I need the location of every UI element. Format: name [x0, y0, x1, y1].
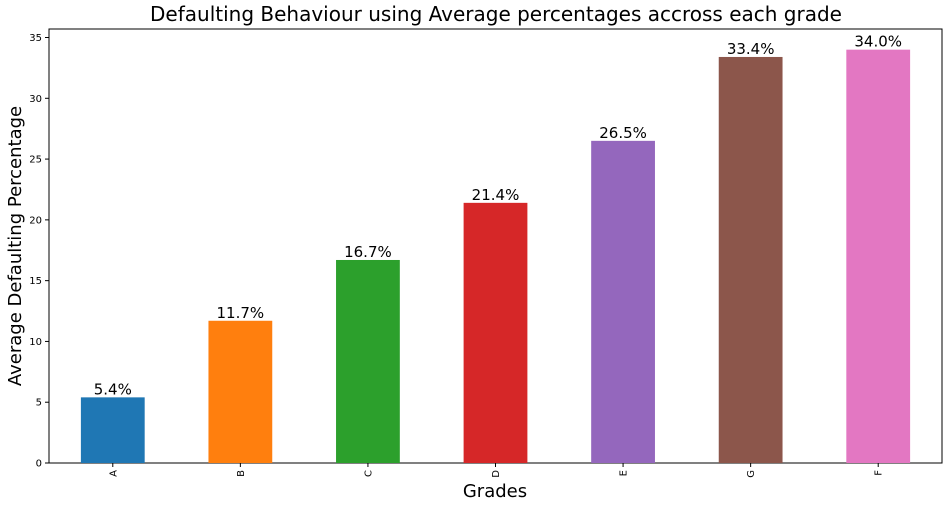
data-label-f: 34.0%	[854, 33, 902, 51]
y-axis: 0 5 10 15 20 25 30 35	[29, 33, 49, 470]
data-label-g: 33.4%	[727, 40, 775, 58]
y-tick-label: 5	[36, 398, 42, 409]
x-tick-label: A	[108, 470, 119, 477]
bar-e	[591, 140, 655, 463]
y-tick-label: 0	[36, 459, 42, 470]
y-tick-label: 30	[29, 94, 42, 105]
y-tick-label: 35	[29, 33, 42, 44]
data-label-c: 16.7%	[344, 243, 392, 261]
bar-g	[718, 56, 783, 463]
x-axis-label: Grades	[463, 481, 527, 502]
chart-title: Defaulting Behaviour using Average perce…	[150, 2, 842, 26]
data-label-e: 26.5%	[599, 124, 647, 142]
bar-a	[80, 397, 145, 463]
x-tick-label: G	[746, 470, 757, 478]
y-tick-label: 25	[29, 155, 42, 166]
bar-c	[336, 259, 400, 463]
x-tick-label: C	[363, 470, 374, 477]
x-tick-label: D	[491, 470, 502, 478]
y-axis-label: Average Defaulting Percentage	[5, 106, 26, 386]
bar-f	[846, 49, 911, 464]
bar-b	[208, 320, 273, 463]
data-label-a: 5.4%	[94, 380, 132, 398]
bar-d	[463, 202, 528, 463]
y-tick-label: 20	[29, 215, 42, 226]
data-labels-group: 5.4% 11.7% 16.7% 21.4% 26.5% 33.4% 34.0%	[94, 33, 902, 399]
data-label-d: 21.4%	[472, 186, 520, 204]
bars-group	[80, 49, 911, 464]
x-tick-label: E	[619, 470, 630, 476]
data-label-b: 11.7%	[217, 304, 265, 322]
y-tick-label: 15	[29, 276, 42, 287]
y-tick-label: 10	[29, 337, 42, 348]
x-tick-label: B	[236, 470, 247, 477]
x-tick-label: F	[874, 470, 885, 476]
